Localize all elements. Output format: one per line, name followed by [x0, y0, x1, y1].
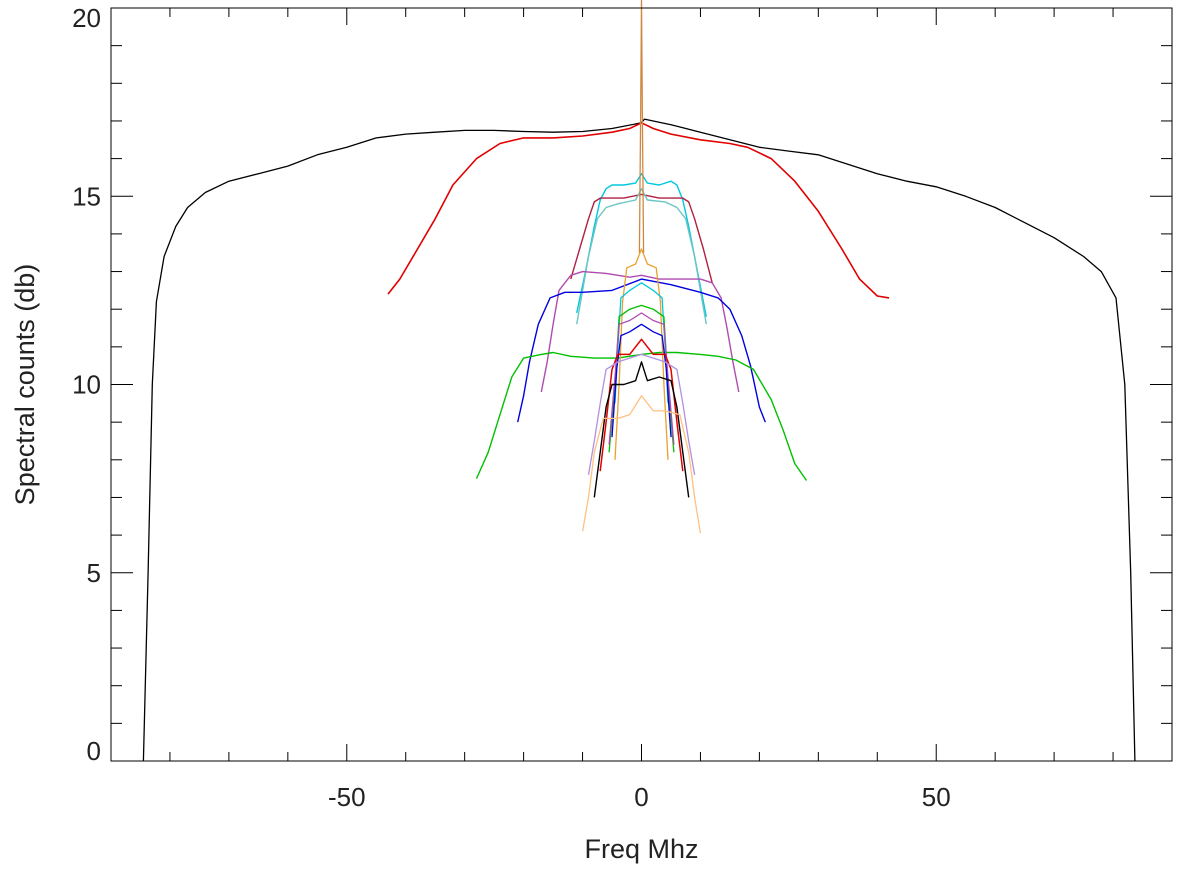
- series-line-3: [576, 173, 707, 317]
- tick-labels: -50 0 50 0 5 10 15 20: [72, 3, 951, 812]
- y-tick-label: 0: [87, 736, 101, 766]
- y-tick-label: 20: [72, 3, 101, 33]
- x-tick-label: -50: [328, 782, 366, 812]
- series-line-18: [638, 0, 645, 253]
- x-tick-label: 0: [634, 782, 648, 812]
- y-tick-label: 10: [72, 370, 101, 400]
- series-line-2: [387, 122, 890, 299]
- plot-frame: [110, 7, 1173, 762]
- x-tick-label: 50: [922, 782, 951, 812]
- series-line-16: [593, 361, 690, 498]
- y-tick-label: 15: [72, 181, 101, 211]
- series-line-1: [142, 118, 1136, 762]
- y-axis-label: Spectral counts (db): [10, 264, 40, 506]
- series-line-8: [475, 351, 808, 481]
- series-line-13: [611, 323, 672, 438]
- x-axis-label: Freq Mhz: [584, 834, 698, 864]
- y-tick-label: 5: [87, 558, 101, 588]
- spectrum-lines: [142, 0, 1136, 762]
- series-line-9: [614, 248, 669, 460]
- series-line-7: [517, 278, 766, 423]
- axis-ticks: [110, 7, 1173, 762]
- series-line-4: [570, 193, 713, 283]
- series-line-15: [587, 353, 696, 476]
- series-line-5: [576, 188, 707, 325]
- series-line-17: [581, 395, 702, 534]
- series-line-6: [540, 270, 740, 393]
